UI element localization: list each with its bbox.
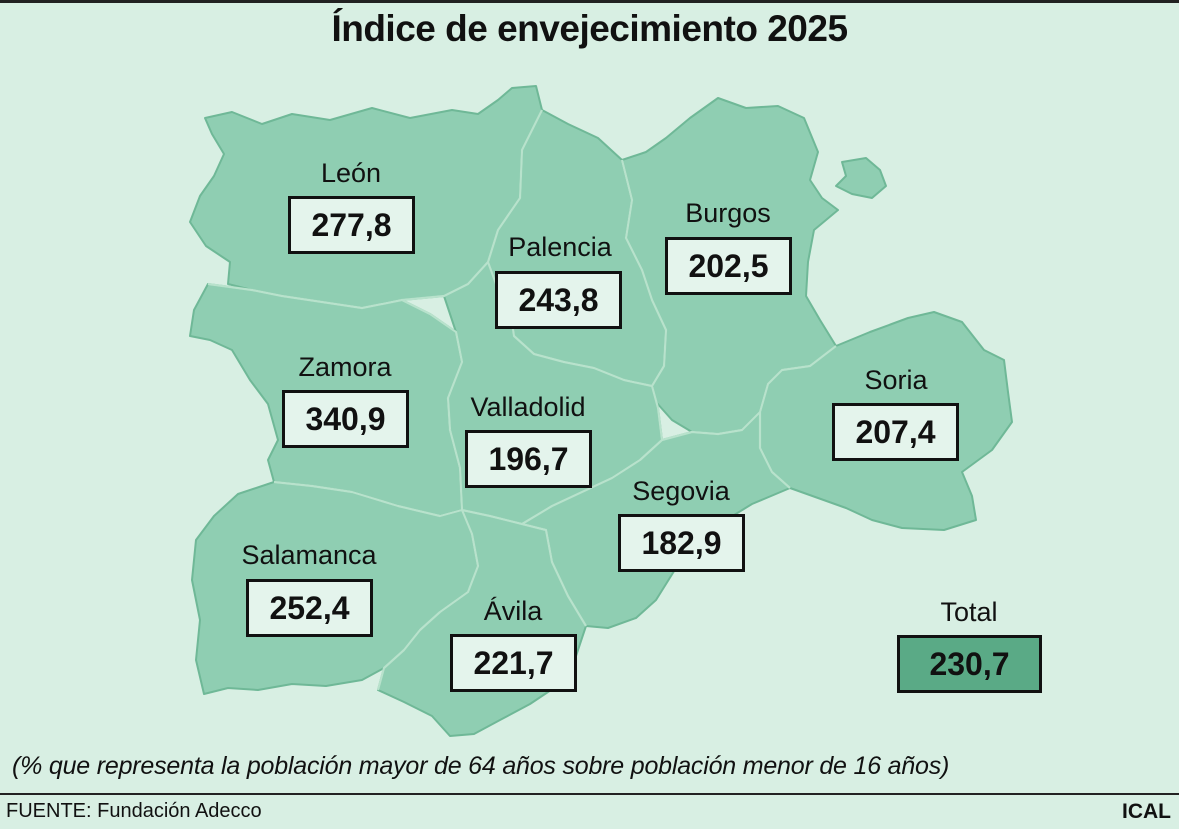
province-value-salamanca: 252,4: [246, 579, 373, 637]
province-value-segovia: 182,9: [618, 514, 745, 572]
province-value-burgos: 202,5: [665, 237, 792, 295]
province-label-avila: Ávila: [483, 596, 543, 626]
total-value: 230,7: [897, 635, 1042, 693]
total-label: Total: [940, 597, 998, 627]
trevino-enclave-shape: [835, 157, 887, 199]
brand-logo-text: ICAL: [1122, 800, 1171, 823]
province-value-avila: 221,7: [450, 634, 577, 692]
province-label-valladolid: Valladolid: [470, 392, 586, 422]
province-value-soria: 207,4: [832, 403, 959, 461]
province-label-salamanca: Salamanca: [241, 540, 377, 570]
province-label-soria: Soria: [864, 365, 928, 395]
province-value-zamora: 340,9: [282, 390, 409, 448]
page-title: Índice de envejecimiento 2025: [331, 8, 848, 49]
province-label-leon: León: [320, 158, 382, 188]
source-credit: FUENTE: Fundación Adecco: [6, 800, 262, 822]
province-value-valladolid: 196,7: [465, 430, 592, 488]
province-value-palencia: 243,8: [495, 271, 622, 329]
province-label-palencia: Palencia: [508, 232, 612, 262]
footer-rule: [0, 793, 1179, 795]
province-label-segovia: Segovia: [632, 476, 730, 506]
province-value-leon: 277,8: [288, 196, 415, 254]
province-label-burgos: Burgos: [685, 198, 771, 228]
inner-borders: [207, 109, 837, 691]
province-label-zamora: Zamora: [298, 352, 392, 382]
footnote: (% que representa la población mayor de …: [12, 752, 950, 780]
top-rule: [0, 0, 1179, 3]
